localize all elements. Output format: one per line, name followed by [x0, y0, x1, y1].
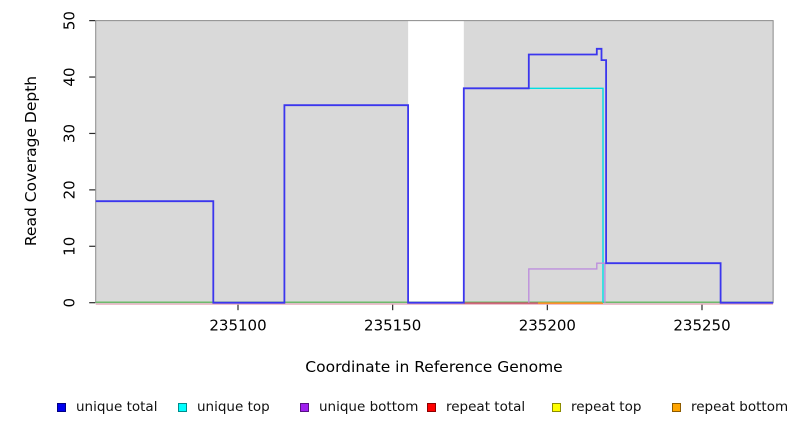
legend-swatch-repeat-bottom [672, 402, 681, 412]
y-tick-label: 40 [61, 67, 79, 86]
coverage-gap-band [408, 20, 464, 303]
legend-item-repeat-total: repeat total [427, 398, 525, 416]
x-tick-label: 235100 [209, 317, 266, 335]
legend-item-repeat-bottom: repeat bottom [672, 398, 788, 416]
legend-label: unique bottom [319, 399, 419, 415]
legend-item-repeat-top: repeat top [552, 398, 641, 416]
legend-item-unique-bottom: unique bottom [300, 398, 418, 416]
y-tick-label: 0 [61, 298, 79, 308]
legend-swatch-unique-top [178, 402, 187, 412]
series-unique-bottom [528, 262, 606, 303]
legend-label: repeat top [571, 399, 642, 415]
series-unique-total [95, 47, 774, 304]
x-tick-label: 235200 [519, 317, 576, 335]
y-tick-label: 30 [61, 124, 79, 143]
legend-swatch-unique-total [57, 402, 66, 412]
legend-label: unique top [197, 399, 270, 415]
y-tick-label: 20 [61, 180, 79, 199]
legend-swatch-repeat-total [427, 402, 436, 412]
legend-label: repeat total [446, 399, 526, 415]
legend-item-unique-total: unique total [57, 398, 157, 416]
x-tick-label: 235150 [364, 317, 421, 335]
legend-swatch-unique-bottom [300, 402, 309, 412]
x-tick-label: 235250 [673, 317, 730, 335]
legend: unique total unique top unique bottom repea… [0, 398, 792, 422]
x-axis-title: Coordinate in Reference Genome [305, 358, 563, 376]
legend-label: unique total [76, 399, 158, 415]
legend-item-unique-top: unique top [178, 398, 270, 416]
y-axis-title: Read Coverage Depth [22, 75, 40, 247]
legend-label: repeat bottom [691, 399, 789, 415]
y-tick-label: 50 [61, 11, 79, 30]
y-tick-label: 10 [61, 237, 79, 256]
legend-swatch-repeat-top [552, 402, 561, 412]
